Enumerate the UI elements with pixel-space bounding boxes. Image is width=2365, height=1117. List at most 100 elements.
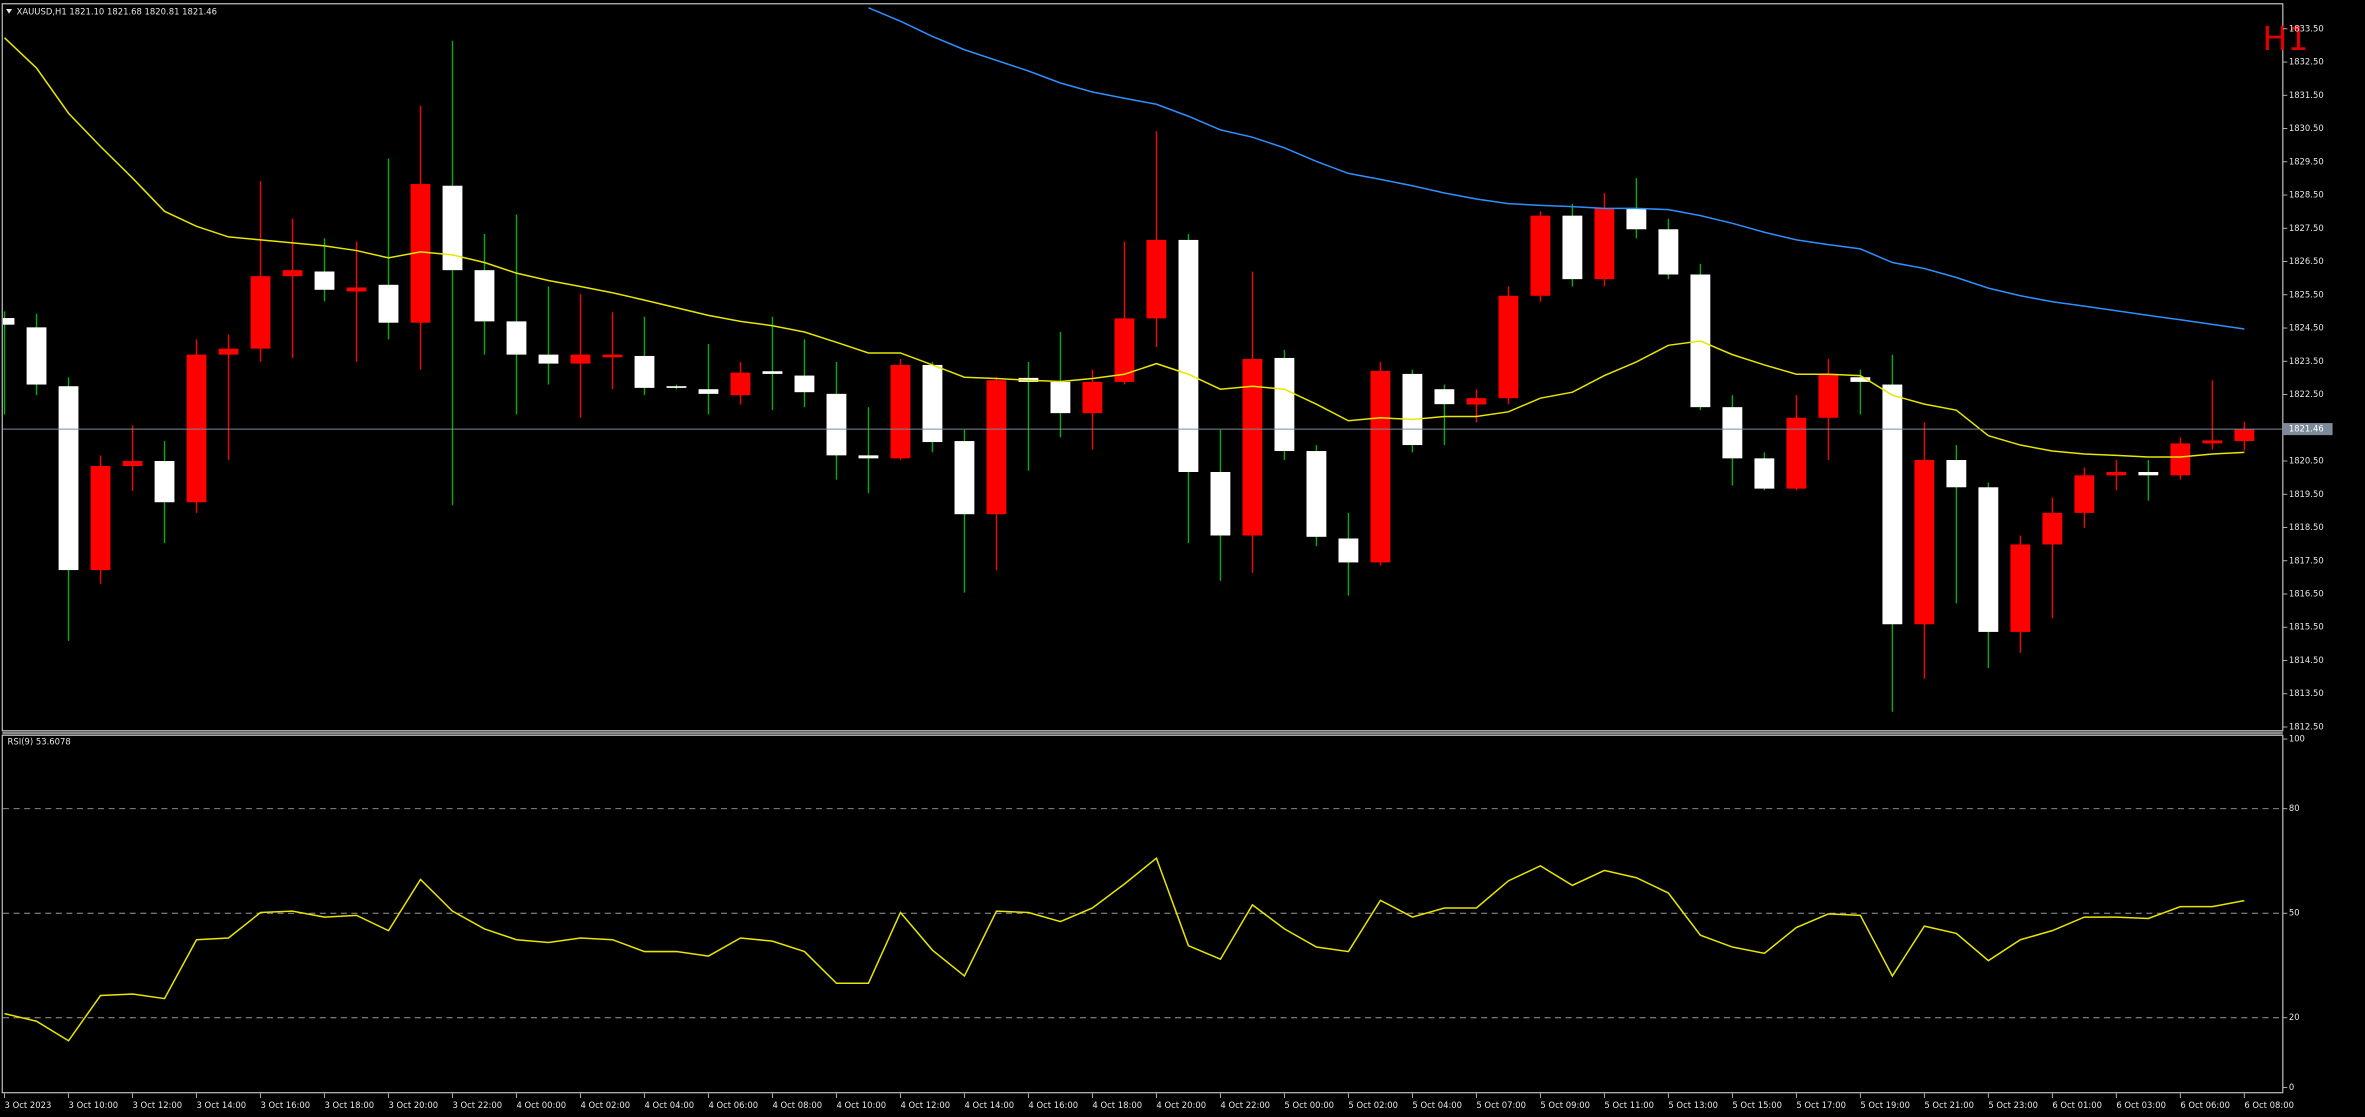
- x-tick-label: 5 Oct 19:00: [1860, 1100, 1910, 1110]
- rsi-label: RSI(9) 53.6078: [8, 737, 71, 747]
- candle-body: [1306, 451, 1327, 537]
- x-tick-label: 6 Oct 06:00: [2180, 1100, 2230, 1110]
- candle-body: [1434, 389, 1455, 405]
- x-tick-label: 3 Oct 16:00: [261, 1100, 311, 1110]
- candle-body: [1210, 471, 1231, 536]
- candle-body: [698, 389, 719, 394]
- y-tick-label: 1833.50: [2289, 23, 2324, 33]
- candle-body: [1914, 460, 1935, 625]
- candle-body: [410, 184, 431, 323]
- x-tick-label: 6 Oct 08:00: [2244, 1100, 2294, 1110]
- candle-body: [986, 380, 1007, 515]
- candle-body: [570, 354, 591, 364]
- y-tick-label: 1826.50: [2289, 256, 2324, 266]
- x-tick-label: 5 Oct 15:00: [1732, 1100, 1782, 1110]
- x-tick-label: 4 Oct 00:00: [516, 1100, 566, 1110]
- candle-body: [1242, 358, 1263, 536]
- y-tick-label: 1816.50: [2289, 589, 2324, 599]
- rsi-panel-frame: [1, 734, 2284, 1094]
- price-panel-frame: [1, 3, 2284, 732]
- x-tick-label: 4 Oct 12:00: [900, 1100, 950, 1110]
- candle-body: [1530, 215, 1551, 296]
- x-tick-label: 6 Oct 03:00: [2116, 1100, 2166, 1110]
- candle-body: [250, 276, 271, 349]
- candle-body: [154, 461, 175, 503]
- x-tick-label: 5 Oct 04:00: [1412, 1100, 1462, 1110]
- x-tick-label: 3 Oct 12:00: [133, 1100, 183, 1110]
- timeframe-label: H1: [2262, 19, 2308, 58]
- candle-body: [1082, 381, 1103, 414]
- x-tick-label: 5 Oct 17:00: [1796, 1100, 1846, 1110]
- candle-body: [506, 321, 527, 355]
- x-tick-label: 4 Oct 14:00: [964, 1100, 1014, 1110]
- candle-body: [282, 270, 303, 277]
- y-tick-label: 1829.50: [2289, 156, 2324, 166]
- y-tick-label: 1823.50: [2289, 356, 2324, 366]
- candle-body: [602, 354, 623, 358]
- x-tick-label: 4 Oct 08:00: [772, 1100, 822, 1110]
- candle-body: [122, 461, 143, 467]
- x-tick-label: 5 Oct 11:00: [1604, 1100, 1654, 1110]
- candle-body: [314, 271, 335, 290]
- x-tick-label: 4 Oct 04:00: [644, 1100, 694, 1110]
- candle-body: [1786, 417, 1807, 489]
- axes: 3 Oct 2023 3 Oct 10:00 3 Oct 12:00 3 Oct 14…: [4, 23, 2333, 1110]
- x-tick-label: 4 Oct 18:00: [1092, 1100, 1142, 1110]
- candle-body: [666, 386, 687, 388]
- y-tick-label: 1824.50: [2289, 323, 2324, 333]
- candle-body: [1754, 458, 1775, 489]
- moving-average: [4, 37, 2245, 458]
- candle-body: [538, 354, 559, 364]
- y-tick-label: 1825.50: [2289, 289, 2324, 299]
- x-tick-label: 3 Oct 10:00: [69, 1100, 119, 1110]
- y-tick-label: 1828.50: [2289, 190, 2324, 200]
- x-tick-label: 5 Oct 02:00: [1348, 1100, 1398, 1110]
- x-tick-label: 4 Oct 20:00: [1156, 1100, 1206, 1110]
- candle-body: [2138, 471, 2159, 476]
- x-tick-label: 3 Oct 2023: [5, 1100, 52, 1110]
- candle-body: [474, 270, 495, 322]
- price-plot: [3, 7, 2283, 712]
- candle-body: [1466, 398, 1487, 405]
- candle-body: [954, 441, 975, 515]
- x-tick-label: 4 Oct 22:00: [1220, 1100, 1270, 1110]
- x-tick-label: 4 Oct 10:00: [836, 1100, 886, 1110]
- current-price-box: [2282, 423, 2333, 436]
- y-tick-label: 20: [2289, 1012, 2300, 1022]
- candle-body: [1626, 208, 1647, 230]
- candle-body: [826, 393, 847, 456]
- y-tick-label: 80: [2289, 803, 2300, 813]
- x-tick-label: 4 Oct 06:00: [708, 1100, 758, 1110]
- candle-body: [1594, 208, 1615, 280]
- candle-body: [922, 364, 943, 443]
- moving-average: [868, 7, 2245, 330]
- current-price-label: 1821.46: [2289, 424, 2324, 434]
- x-tick-label: 3 Oct 22:00: [452, 1100, 502, 1110]
- candle-body: [1338, 538, 1359, 563]
- candle-body: [1882, 384, 1903, 625]
- candle-body: [794, 375, 815, 393]
- y-tick-label: 1831.50: [2289, 90, 2324, 100]
- candle-body: [90, 466, 111, 571]
- y-tick-label: 1814.50: [2289, 655, 2324, 665]
- candle-body: [1498, 295, 1519, 399]
- candle-body: [2106, 471, 2127, 476]
- y-tick-label: 1817.50: [2289, 555, 2324, 565]
- candle-body: [1114, 318, 1135, 382]
- candle-body: [634, 355, 655, 388]
- candle-body: [346, 287, 367, 292]
- candle-body: [1562, 215, 1583, 280]
- y-tick-label: 1819.50: [2289, 489, 2324, 499]
- x-tick-label: 5 Oct 21:00: [1924, 1100, 1974, 1110]
- candle-body: [26, 327, 47, 385]
- candle-body: [1178, 239, 1199, 472]
- candle-body: [858, 455, 879, 459]
- candle-body: [2042, 512, 2063, 545]
- y-tick-label: 1812.50: [2289, 721, 2324, 731]
- symbol-header: XAUUSD,H1 1821.10 1821.68 1820.81 1821.4…: [17, 7, 217, 17]
- x-tick-label: 6 Oct 01:00: [2052, 1100, 2102, 1110]
- collapse-arrow[interactable]: [6, 9, 13, 14]
- y-tick-label: 1827.50: [2289, 223, 2324, 233]
- x-tick-label: 5 Oct 09:00: [1540, 1100, 1590, 1110]
